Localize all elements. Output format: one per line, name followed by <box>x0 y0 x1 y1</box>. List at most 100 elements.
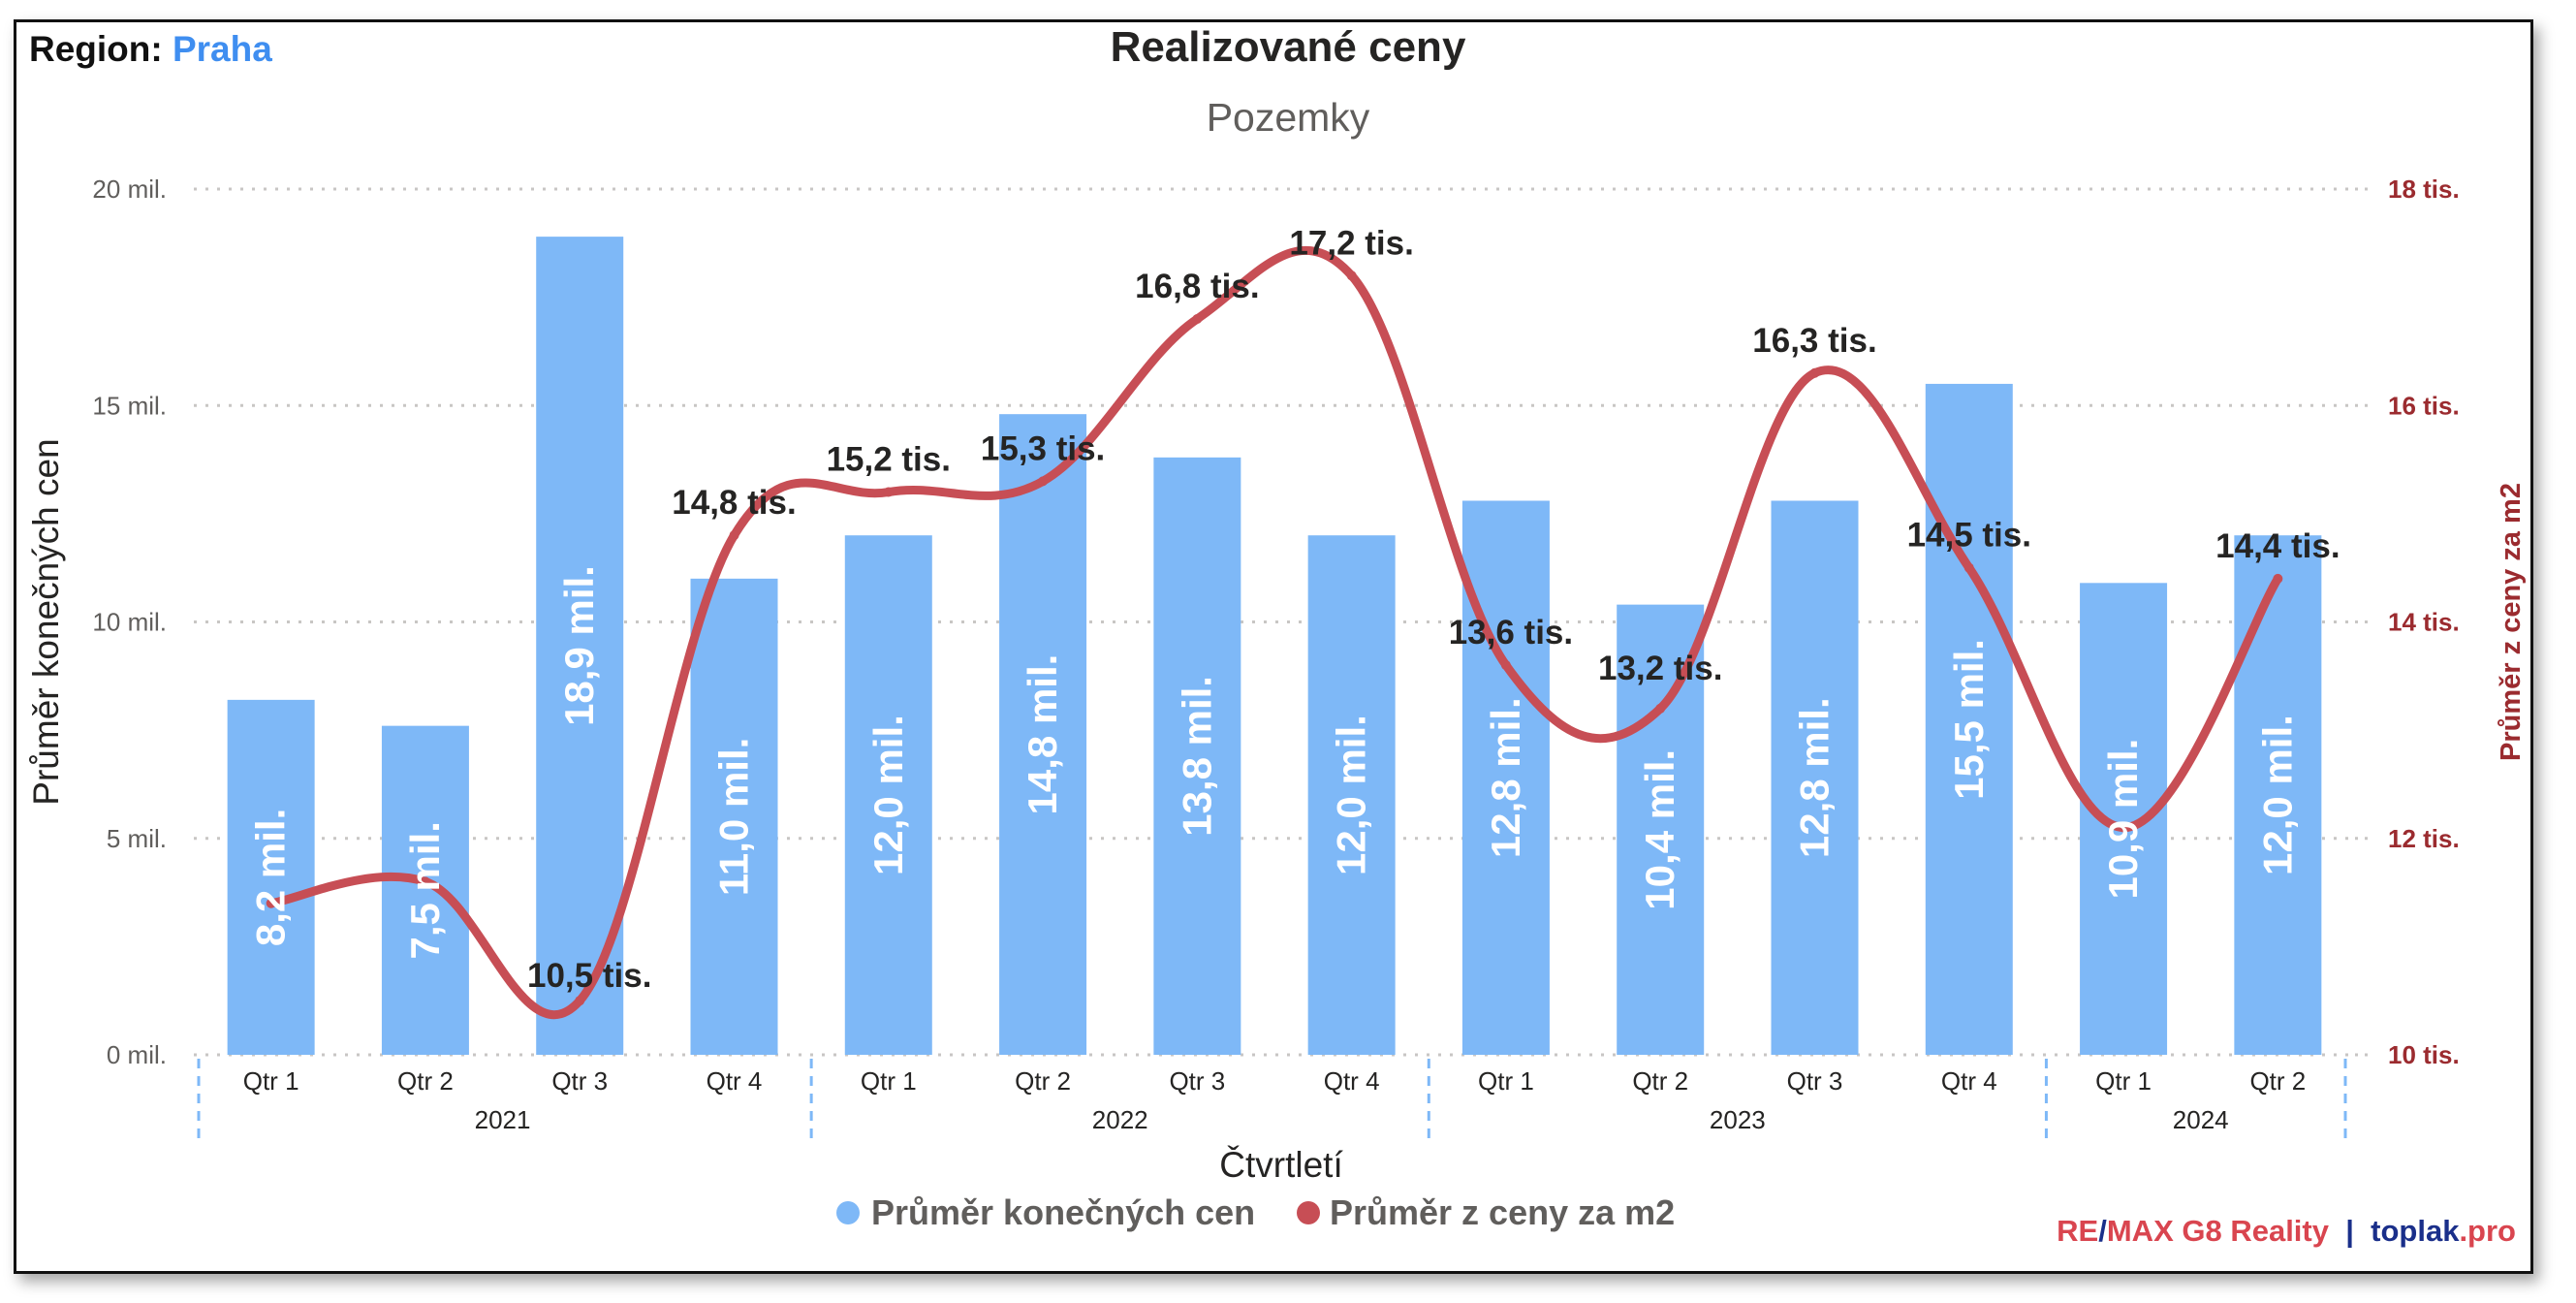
bar-data-label: 14,8 mil. <box>1020 654 1065 815</box>
line-data-label: 14,4 tis. <box>2215 527 2340 565</box>
bar-data-label: 10,9 mil. <box>2100 739 2146 900</box>
line-data-label: 15,3 tis. <box>981 429 1105 467</box>
line-point[interactable] <box>575 996 585 1006</box>
bar-data-label: 13,8 mil. <box>1174 676 1219 837</box>
bar[interactable] <box>1153 457 1241 1056</box>
y2-tick-label: 10 tis. <box>2388 1040 2460 1069</box>
x-tick-label: Qtr 3 <box>1169 1066 1225 1096</box>
x-axis-title: Čtvrtletí <box>1219 1145 1343 1185</box>
brand-separator: | <box>2345 1214 2354 1248</box>
chart-title: Realizované ceny <box>1110 23 1466 71</box>
bar-data-label: 15,5 mil. <box>1946 639 1992 800</box>
year-label: 2021 <box>475 1105 531 1134</box>
bar[interactable] <box>2234 535 2322 1055</box>
line-point[interactable] <box>266 898 276 908</box>
year-label: 2024 <box>2173 1105 2229 1134</box>
line-data-label: 16,3 tis. <box>1752 322 1876 360</box>
bar-data-label: 8,2 mil. <box>248 809 294 946</box>
legend-marker-line[interactable] <box>1297 1201 1320 1224</box>
legend-item-label: Průměr z ceny za m2 <box>1330 1192 1675 1232</box>
y2-tick-label: 16 tis. <box>2388 391 2460 420</box>
bar[interactable] <box>690 578 778 1055</box>
y2-tick-label: 14 tis. <box>2388 608 2460 637</box>
y2-axis-title: Průměr z ceny za m2 <box>2496 483 2527 761</box>
line-data-label: 15,2 tis. <box>827 441 951 479</box>
bar-data-label: 18,9 mil. <box>556 565 602 726</box>
x-tick-label: Qtr 4 <box>1324 1066 1380 1096</box>
bar[interactable] <box>844 535 932 1055</box>
line-point[interactable] <box>1500 660 1511 671</box>
y2-tick-label: 12 tis. <box>2388 824 2460 853</box>
bar[interactable] <box>1461 500 1550 1055</box>
brand-slash: / <box>2098 1214 2107 1248</box>
bar[interactable] <box>2080 583 2168 1055</box>
line-point[interactable] <box>883 487 894 497</box>
year-label: 2022 <box>1092 1105 1148 1134</box>
x-tick-label: Qtr 4 <box>1941 1066 1997 1096</box>
bar[interactable] <box>227 699 315 1055</box>
y-tick-label: 0 mil. <box>107 1040 167 1069</box>
line-data-label: 13,6 tis. <box>1449 614 1573 652</box>
line-data-label: 13,2 tis. <box>1598 650 1722 687</box>
x-tick-label: Qtr 2 <box>1015 1066 1071 1096</box>
line-data-label: 10,5 tis. <box>527 957 651 995</box>
bar[interactable] <box>1617 604 1705 1055</box>
x-tick-label: Qtr 2 <box>1632 1066 1688 1096</box>
bar[interactable] <box>1925 383 2013 1055</box>
bar[interactable] <box>1771 500 1859 1055</box>
line-point[interactable] <box>420 876 430 887</box>
brand-footer: RE/MAX G8 Reality | toplak.pro <box>2057 1214 2516 1249</box>
bar[interactable] <box>536 237 624 1056</box>
brand-toplak: toplak <box>2371 1214 2460 1248</box>
bar[interactable] <box>1307 535 1396 1055</box>
brand-remax: RE <box>2057 1214 2099 1248</box>
region-filter: Region: Praha <box>29 29 272 70</box>
y-tick-label: 20 mil. <box>92 175 167 204</box>
x-tick-label: Qtr 1 <box>1478 1066 1534 1096</box>
line-point[interactable] <box>1963 562 1974 573</box>
bar[interactable] <box>999 414 1087 1055</box>
bar-data-label: 12,8 mil. <box>1792 697 1838 858</box>
legend-marker-bar[interactable] <box>836 1201 860 1224</box>
line-point[interactable] <box>729 530 739 541</box>
region-label: Region: <box>29 29 163 69</box>
chart-subtitle: Pozemky <box>1206 95 1370 140</box>
line-point[interactable] <box>2273 573 2283 584</box>
line-point[interactable] <box>1192 313 1203 324</box>
line-point[interactable] <box>2119 822 2129 833</box>
line-data-label: 14,5 tis. <box>1907 517 2031 555</box>
year-label: 2023 <box>1710 1105 1766 1134</box>
line-data-label: 16,8 tis. <box>1135 268 1259 305</box>
x-tick-label: Qtr 2 <box>397 1066 454 1096</box>
bar-data-label: 12,0 mil. <box>1329 715 1374 875</box>
line-point[interactable] <box>1809 367 1820 378</box>
legend-item-label: Průměr konečných cen <box>871 1192 1255 1232</box>
y-tick-label: 5 mil. <box>107 824 167 853</box>
y-axis-title: Průměr konečných cen <box>26 438 66 805</box>
region-value[interactable]: Praha <box>172 29 272 69</box>
bar[interactable] <box>381 725 469 1055</box>
x-tick-label: Qtr 2 <box>2249 1066 2306 1096</box>
line-point[interactable] <box>1655 703 1666 714</box>
bar-data-label: 10,4 mil. <box>1637 749 1682 910</box>
y-tick-label: 10 mil. <box>92 608 167 637</box>
x-tick-label: Qtr 1 <box>2095 1066 2152 1096</box>
y2-tick-label: 18 tis. <box>2388 175 2460 204</box>
x-tick-label: Qtr 3 <box>1787 1066 1843 1096</box>
x-tick-label: Qtr 4 <box>707 1066 763 1096</box>
bar-data-label: 12,0 mil. <box>865 715 911 875</box>
y-tick-label: 15 mil. <box>92 391 167 420</box>
line-data-label: 17,2 tis. <box>1289 224 1413 262</box>
brand-pro: .pro <box>2459 1214 2516 1248</box>
line-point[interactable] <box>1038 476 1049 487</box>
line-point[interactable] <box>1346 270 1357 281</box>
bar-data-label: 7,5 mil. <box>402 821 448 959</box>
x-tick-label: Qtr 1 <box>243 1066 299 1096</box>
x-tick-label: Qtr 3 <box>551 1066 608 1096</box>
bar-data-label: 12,8 mil. <box>1483 697 1528 858</box>
bar-data-label: 12,0 mil. <box>2254 715 2300 875</box>
line-data-label: 14,8 tis. <box>672 484 796 522</box>
x-tick-label: Qtr 1 <box>861 1066 917 1096</box>
brand-remax-name: MAX G8 Reality <box>2106 1214 2329 1248</box>
